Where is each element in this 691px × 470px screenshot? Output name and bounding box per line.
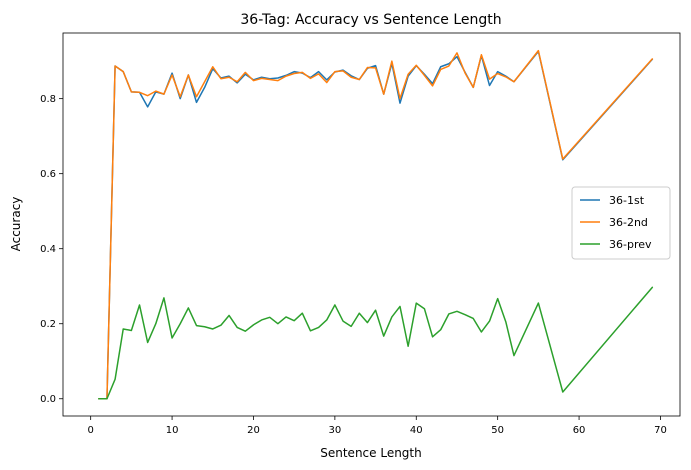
series-line-36-prev xyxy=(98,286,654,400)
x-tick-label: 40 xyxy=(410,425,423,436)
legend-box xyxy=(571,186,671,260)
x-tick-label: 0 xyxy=(87,425,93,436)
x-tick-label: 50 xyxy=(491,425,504,436)
plot-frame xyxy=(62,32,681,417)
x-axis-label: Sentence Length xyxy=(320,446,421,460)
legend-label: 36-prev xyxy=(609,238,652,251)
series-line-36-2nd xyxy=(98,49,654,400)
legend-label: 36-2nd xyxy=(609,216,648,229)
y-tick-label: 0.2 xyxy=(40,319,56,330)
x-tick-label: 60 xyxy=(573,425,586,436)
x-axis: 0 10 20 30 40 50 60 70 xyxy=(87,416,667,436)
y-axis: 0.0 0.2 0.4 0.6 0.8 xyxy=(40,94,63,405)
y-tick-label: 0.0 xyxy=(40,394,56,405)
x-tick-label: 20 xyxy=(247,425,260,436)
y-tick-label: 0.8 xyxy=(40,94,56,105)
y-tick-label: 0.4 xyxy=(40,244,56,255)
x-tick-label: 70 xyxy=(654,425,667,436)
y-tick-label: 0.6 xyxy=(40,169,56,180)
x-tick-label: 30 xyxy=(329,425,342,436)
y-axis-label: Accuracy xyxy=(9,197,23,252)
legend-label: 36-1st xyxy=(609,194,645,207)
series-layer xyxy=(98,49,654,400)
x-tick-label: 10 xyxy=(166,425,179,436)
chart-title: 36-Tag: Accuracy vs Sentence Length xyxy=(240,12,501,28)
legend: 36-1st 36-2nd 36-prev xyxy=(571,186,671,260)
